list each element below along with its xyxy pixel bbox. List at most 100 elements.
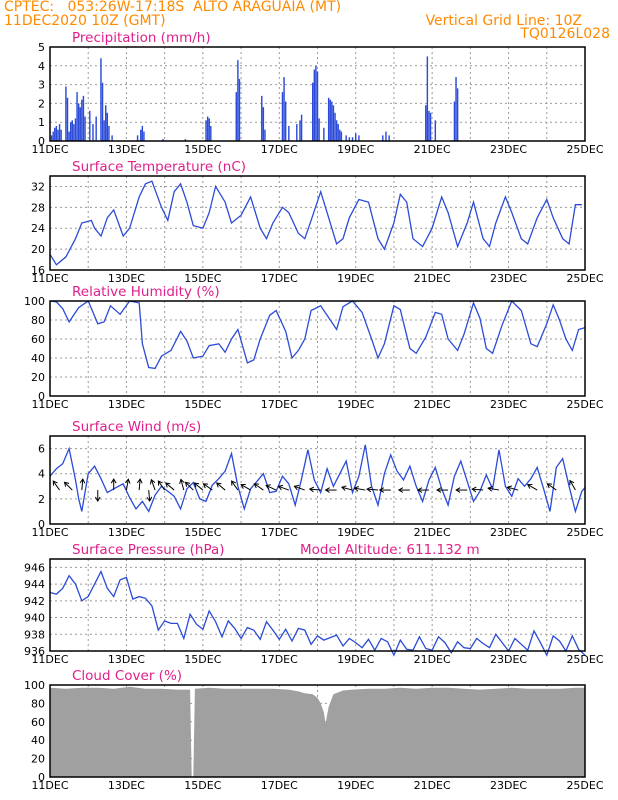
header-run-time: 11DEC2020 10Z (GMT) [4,13,166,29]
precip-bar [55,125,58,141]
rh-xtick-label: 21DEC [414,398,451,411]
precip-bar [77,103,80,141]
wind-arrow-shaft [265,484,277,491]
precip-bar [426,56,429,141]
wind-arrow-shaft [367,488,379,491]
wind-xtick-label: 11DEC [31,526,68,539]
wind-arrow-head [471,486,477,493]
precip-bar [283,77,285,141]
precip-bar [162,139,164,141]
precip-bar [54,127,56,141]
precip-xtick-label: 13DEC [108,143,145,156]
rh-xtick-label: 23DEC [490,398,527,411]
cloud-xtick-label: 19DEC [337,779,374,792]
precip-bar [58,124,61,141]
wind-frame [49,435,586,525]
precip-ytick-label: 1 [38,116,45,129]
pressure-series-line [49,569,586,657]
precip-bar [103,120,105,141]
pressure-ytick-label: 936 [24,645,45,658]
header-station: CPTEC: 053:26W-17:18S ALTO ARAGUAIA (MT) [4,0,342,15]
precip-bar [237,60,239,141]
precip-bar [210,125,212,141]
wind-arrow-head [455,487,461,493]
precip-ytick-label: 4 [38,60,45,73]
precip-bar [388,135,390,141]
wind-arrow-head [253,483,260,489]
temp-xtick-label: 23DEC [490,272,527,285]
pressure-xtick-label: 25DEC [566,653,603,666]
precip-xtick-label: 15DEC [184,143,221,156]
precip-bar [65,86,67,141]
precip-bar [208,118,210,141]
wind-ytick-label: 4 [38,468,45,481]
wind-arrow-shaft [240,484,251,491]
precip-ytick-label: 2 [38,97,45,110]
wind-arrow-shaft [148,490,151,502]
precip-bar [50,135,53,141]
precip-bar [281,92,284,141]
rh-series-line [49,299,586,370]
pressure-xtick-label: 15DEC [184,653,221,666]
precip-bar [300,114,303,141]
precip-bar [323,127,325,141]
cloud-title: Cloud Cover (%) [72,668,182,684]
precip-xtick-label: 21DEC [414,143,451,156]
cloud-ytick-label: 60 [31,716,45,729]
precip-bar [337,124,339,141]
precip-bar [92,124,94,141]
rh-xtick-label: 17DEC [261,398,298,411]
cloud-xtick-label: 17DEC [261,779,298,792]
precip-bar [288,125,290,141]
rh-title: Relative Humidity (%) [72,284,220,300]
precip-bar [105,105,107,141]
precip-bar [382,135,384,141]
precip-bar [76,92,78,141]
precip-bar [318,118,320,141]
wind-arrow-shaft [180,479,185,491]
wind-arrow-head [94,496,101,503]
precip-bar [455,77,457,141]
precip-bar [68,131,70,141]
wind-arrow-shaft [185,481,194,491]
precip-bar [331,101,333,141]
wind-arrow-head [277,484,284,491]
precip-bar [108,125,110,141]
wind-ytick-label: 2 [38,493,45,506]
precip-bar [429,112,432,141]
temp-xtick-label: 21DEC [414,272,451,285]
wind-arrow-head [506,485,513,491]
precip-bar [74,118,77,141]
precip-bar [312,82,314,141]
wind-xtick-label: 15DEC [184,526,221,539]
wind-arrow-head [149,478,156,485]
wind-arrow-head [436,487,442,493]
precip-frame [49,46,586,142]
precip-bar [235,92,238,141]
cloud-cover-area [50,686,585,777]
cloud-xtick-label: 25DEC [566,779,603,792]
wind-arrow-shaft [194,482,204,491]
precip-bar [296,124,298,141]
pressure-ytick-label: 940 [24,612,45,625]
wind-arrow-head [231,480,237,486]
precip-bar [385,131,387,141]
wind-arrow-head [110,478,117,484]
header-grid-line-note: Vertical Grid Line: 10Z [425,13,582,29]
precip-xtick-label: 19DEC [337,143,374,156]
wind-arrow-shaft [488,487,500,491]
wind-arrow-head [79,478,86,484]
pressure-ytick-label: 944 [24,578,45,591]
rh-ytick-label: 80 [31,314,45,327]
temp-ytick-label: 32 [31,180,45,193]
wind-arrow-head [397,487,404,493]
precip-bar [238,78,241,141]
wind-arrow-shaft [138,479,141,491]
wind-arrow-shaft [254,483,264,491]
temp-series-line [49,180,582,266]
wind-arrow-head [324,487,330,493]
rh-xtick-label: 13DEC [108,398,145,411]
wind-arrow-head [569,479,575,486]
precip-bar [261,95,263,141]
